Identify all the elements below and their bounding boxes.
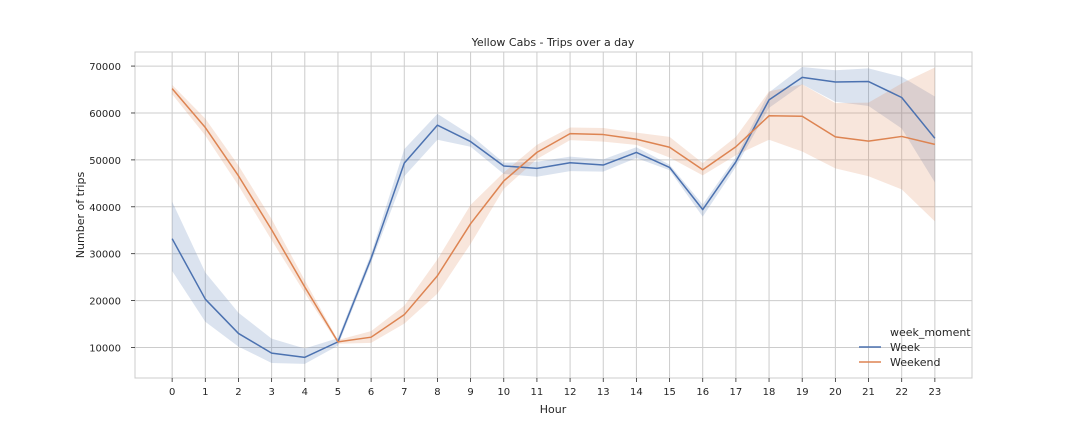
y-tick-label: 20000 bbox=[89, 297, 121, 308]
y-tick-label: 10000 bbox=[89, 344, 121, 355]
x-tick-label: 4 bbox=[302, 387, 308, 398]
x-tick-label: 8 bbox=[434, 387, 440, 398]
x-tick-label: 15 bbox=[663, 387, 676, 398]
x-tick-label: 2 bbox=[235, 387, 241, 398]
x-tick-label: 18 bbox=[763, 387, 776, 398]
x-tick-label: 12 bbox=[564, 387, 577, 398]
y-tick-label: 60000 bbox=[89, 109, 121, 120]
legend-label-weekend: Weekend bbox=[890, 356, 940, 369]
x-tick-label: 13 bbox=[597, 387, 610, 398]
series-line-weekend bbox=[171, 88, 936, 343]
series-lines bbox=[171, 76, 936, 359]
legend: week_moment Week Weekend bbox=[859, 326, 971, 369]
x-tick-label: 1 bbox=[202, 387, 208, 398]
y-tick-label: 40000 bbox=[89, 203, 121, 214]
confidence-bands bbox=[172, 67, 935, 364]
legend-label-week: Week bbox=[890, 341, 921, 354]
x-tick-label: 23 bbox=[928, 387, 941, 398]
x-tick-label: 11 bbox=[531, 387, 544, 398]
series-line-week bbox=[171, 76, 936, 359]
x-tick-label: 5 bbox=[335, 387, 341, 398]
x-tick-label: 22 bbox=[895, 387, 908, 398]
ci-band-weekend bbox=[172, 67, 935, 344]
y-gridlines bbox=[135, 65, 972, 349]
x-tick-label: 3 bbox=[268, 387, 274, 398]
legend-title: week_moment bbox=[890, 326, 971, 339]
chart-title: Yellow Cabs - Trips over a day bbox=[471, 36, 635, 49]
x-tick-label: 0 bbox=[169, 387, 175, 398]
y-axis-label: Number of trips bbox=[74, 172, 87, 259]
y-axis-ticks: 10000 20000 30000 40000 50000 60000 70000 bbox=[89, 62, 135, 355]
x-tick-label: 19 bbox=[796, 387, 809, 398]
x-axis-label: Hour bbox=[540, 403, 567, 416]
plot-area bbox=[135, 52, 972, 378]
x-tick-label: 6 bbox=[368, 387, 374, 398]
x-axis-ticks: 0 1 2 3 4 5 6 7 8 9 10 11 12 13 14 15 16 17 18 19 20 21 22 23 bbox=[169, 378, 941, 398]
x-tick-label: 7 bbox=[401, 387, 407, 398]
x-tick-label: 14 bbox=[630, 387, 643, 398]
x-gridlines bbox=[171, 52, 936, 378]
y-tick-label: 70000 bbox=[89, 62, 121, 73]
ci-band-week bbox=[172, 67, 935, 364]
x-tick-label: 21 bbox=[862, 387, 875, 398]
y-tick-label: 50000 bbox=[89, 156, 121, 167]
y-tick-label: 30000 bbox=[89, 250, 121, 261]
x-tick-label: 16 bbox=[696, 387, 709, 398]
x-tick-label: 20 bbox=[829, 387, 842, 398]
x-tick-label: 17 bbox=[730, 387, 743, 398]
plot-frame bbox=[134, 51, 973, 379]
x-tick-label: 10 bbox=[497, 387, 510, 398]
x-tick-label: 9 bbox=[467, 387, 473, 398]
